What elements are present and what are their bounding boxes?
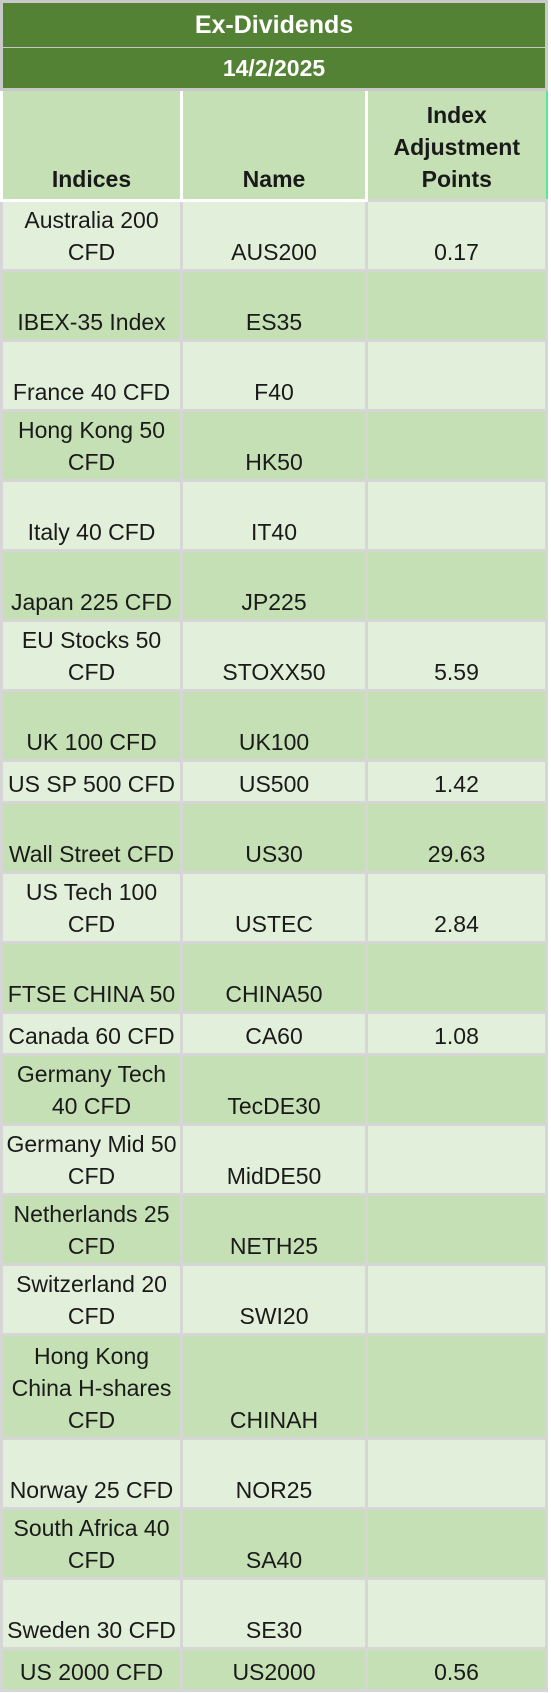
name-cell[interactable]: F40 (180, 339, 368, 412)
table-row: France 40 CFD F40 (0, 339, 549, 412)
table-row: Japan 225 CFD JP225 (0, 549, 549, 622)
points-cell[interactable]: 5.59 (364, 619, 549, 692)
table-row: Norway 25 CFD NOR25 (0, 1437, 549, 1510)
table-row: Canada 60 CFD CA60 1.08 (0, 1011, 549, 1056)
name-cell[interactable]: CA60 (180, 1011, 368, 1056)
name-cell[interactable]: SWI20 (180, 1263, 368, 1336)
table-row: Hong Kong China H-shares CFD CHINAH (0, 1333, 549, 1440)
table-row: Wall Street CFD US30 29.63 (0, 801, 549, 874)
points-cell[interactable]: 0.56 (364, 1647, 549, 1692)
table-row: IBEX-35 Index ES35 (0, 269, 549, 342)
table-row: Hong Kong 50 CFD HK50 (0, 409, 549, 482)
points-cell[interactable] (364, 689, 549, 762)
table-row: EU Stocks 50 CFD STOXX50 5.59 (0, 619, 549, 692)
name-cell[interactable]: US30 (180, 801, 368, 874)
name-cell[interactable]: CHINA50 (180, 941, 368, 1014)
column-header-indices[interactable]: Indices (0, 88, 183, 202)
index-cell[interactable]: EU Stocks 50 CFD (0, 619, 183, 692)
index-cell[interactable]: Germany Tech 40 CFD (0, 1053, 183, 1126)
table-row: US 2000 CFD US2000 0.56 (0, 1647, 549, 1692)
title-row: Ex-Dividends (0, 0, 549, 48)
points-cell[interactable] (364, 409, 549, 482)
index-cell[interactable]: Netherlands 25 CFD (0, 1193, 183, 1266)
name-cell[interactable]: USTEC (180, 871, 368, 944)
table-row: US SP 500 CFD US500 1.42 (0, 759, 549, 804)
name-cell[interactable]: AUS200 (180, 199, 368, 272)
points-cell[interactable]: 29.63 (364, 801, 549, 874)
name-cell[interactable]: NETH25 (180, 1193, 368, 1266)
points-cell[interactable]: 0.17 (364, 199, 549, 272)
points-cell[interactable] (364, 1123, 549, 1196)
name-cell[interactable]: ES35 (180, 269, 368, 342)
points-cell[interactable] (364, 269, 549, 342)
table-row: Netherlands 25 CFD NETH25 (0, 1193, 549, 1266)
index-cell[interactable]: UK 100 CFD (0, 689, 183, 762)
name-cell[interactable]: US500 (180, 759, 368, 804)
index-cell[interactable]: France 40 CFD (0, 339, 183, 412)
points-cell[interactable] (364, 941, 549, 1014)
points-cell[interactable]: 2.84 (364, 871, 549, 944)
sheet-date: 14/2/2025 (0, 47, 549, 91)
index-cell[interactable]: Hong Kong China H-shares CFD (0, 1333, 183, 1440)
points-cell[interactable] (364, 339, 549, 412)
index-cell[interactable]: Italy 40 CFD (0, 479, 183, 552)
name-cell[interactable]: IT40 (180, 479, 368, 552)
name-cell[interactable]: US2000 (180, 1647, 368, 1692)
index-cell[interactable]: Hong Kong 50 CFD (0, 409, 183, 482)
name-cell[interactable]: HK50 (180, 409, 368, 482)
name-cell[interactable]: SE30 (180, 1577, 368, 1650)
name-cell[interactable]: CHINAH (180, 1333, 368, 1440)
table-row: Germany Tech 40 CFD TecDE30 (0, 1053, 549, 1126)
index-cell[interactable]: US 2000 CFD (0, 1647, 183, 1692)
index-cell[interactable]: Switzerland 20 CFD (0, 1263, 183, 1336)
column-header-adjustment[interactable]: Index Adjustment Points (365, 88, 548, 202)
points-cell[interactable]: 1.42 (364, 759, 549, 804)
points-cell[interactable] (364, 1507, 549, 1580)
index-cell[interactable]: Australia 200 CFD (0, 199, 183, 272)
date-row: 14/2/2025 (0, 47, 549, 91)
index-cell[interactable]: Wall Street CFD (0, 801, 183, 874)
name-cell[interactable]: STOXX50 (180, 619, 368, 692)
points-cell[interactable] (364, 1577, 549, 1650)
index-cell[interactable]: Sweden 30 CFD (0, 1577, 183, 1650)
points-cell[interactable] (364, 1333, 549, 1440)
points-cell[interactable] (364, 479, 549, 552)
column-header-row: Indices Name Index Adjustment Points (0, 88, 548, 202)
table-row: FTSE CHINA 50 CHINA50 (0, 941, 549, 1014)
name-cell[interactable]: NOR25 (180, 1437, 368, 1510)
table-row: Sweden 30 CFD SE30 (0, 1577, 549, 1650)
index-cell[interactable]: IBEX-35 Index (0, 269, 183, 342)
table-row: UK 100 CFD UK100 (0, 689, 549, 762)
index-cell[interactable]: US Tech 100 CFD (0, 871, 183, 944)
index-cell[interactable]: Norway 25 CFD (0, 1437, 183, 1510)
table-row: South Africa 40 CFD SA40 (0, 1507, 549, 1580)
points-cell[interactable] (364, 1053, 549, 1126)
index-cell[interactable]: Germany Mid 50 CFD (0, 1123, 183, 1196)
points-cell[interactable] (364, 1193, 549, 1266)
column-header-name[interactable]: Name (180, 88, 368, 202)
points-cell[interactable] (364, 1437, 549, 1510)
points-cell[interactable]: 1.08 (364, 1011, 549, 1056)
table-row: Germany Mid 50 CFD MidDE50 (0, 1123, 549, 1196)
index-cell[interactable]: Canada 60 CFD (0, 1011, 183, 1056)
index-cell[interactable]: US SP 500 CFD (0, 759, 183, 804)
table-row: Switzerland 20 CFD SWI20 (0, 1263, 549, 1336)
index-cell[interactable]: South Africa 40 CFD (0, 1507, 183, 1580)
index-cell[interactable]: Japan 225 CFD (0, 549, 183, 622)
sheet-title: Ex-Dividends (0, 0, 549, 48)
table-row: US Tech 100 CFD USTEC 2.84 (0, 871, 549, 944)
name-cell[interactable]: UK100 (180, 689, 368, 762)
name-cell[interactable]: MidDE50 (180, 1123, 368, 1196)
points-cell[interactable] (364, 1263, 549, 1336)
name-cell[interactable]: JP225 (180, 549, 368, 622)
table-row: Italy 40 CFD IT40 (0, 479, 549, 552)
name-cell[interactable]: TecDE30 (180, 1053, 368, 1126)
table-row: Australia 200 CFD AUS200 0.17 (0, 199, 549, 272)
name-cell[interactable]: SA40 (180, 1507, 368, 1580)
points-cell[interactable] (364, 549, 549, 622)
index-cell[interactable]: FTSE CHINA 50 (0, 941, 183, 1014)
